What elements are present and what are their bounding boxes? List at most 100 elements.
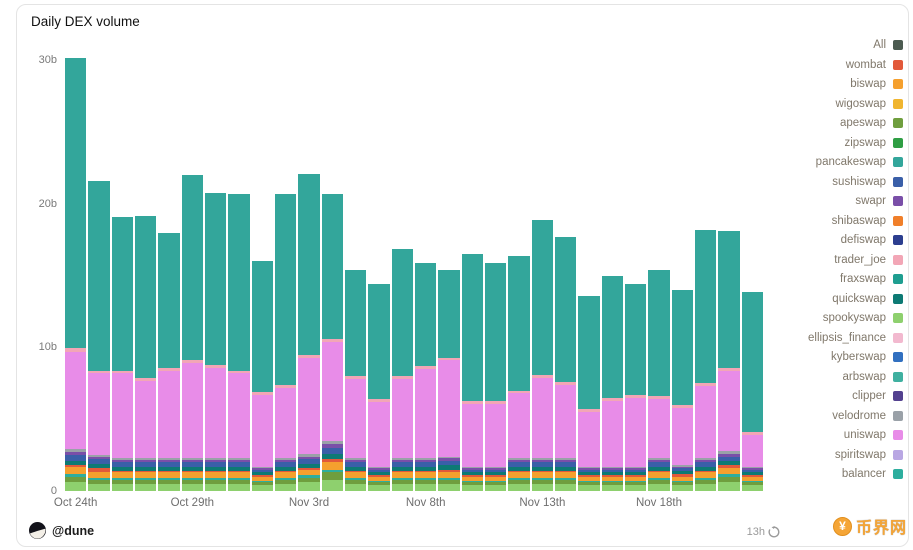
- bar[interactable]: [391, 248, 413, 491]
- bar-segment-balancer: [158, 478, 180, 480]
- bar[interactable]: [578, 295, 600, 491]
- bar-segment-uniswap: [648, 399, 670, 459]
- bar-segment-quickswap: [531, 466, 553, 471]
- bar[interactable]: [134, 215, 157, 491]
- bar-segment-uniswap: [368, 402, 390, 467]
- bar[interactable]: [438, 270, 460, 491]
- legend-item-spiritswap[interactable]: spiritswap: [835, 448, 903, 462]
- legend-swatch: [893, 215, 903, 226]
- legend-item-spookyswap[interactable]: spookyswap: [823, 311, 903, 325]
- bar-segment-spookyswap: [368, 485, 390, 491]
- bar-segment-apeswap: [461, 482, 483, 486]
- bar-segment-spookyswap: [508, 483, 530, 491]
- bar-segment-uniswap: [298, 357, 320, 454]
- legend-item-pancakeswap[interactable]: pancakeswap: [816, 155, 903, 169]
- bar-segment-biswap: [158, 472, 180, 479]
- dune-logo-icon: [29, 522, 46, 539]
- bar[interactable]: [741, 291, 763, 491]
- bar[interactable]: [648, 270, 670, 491]
- bar[interactable]: [461, 254, 483, 491]
- bar-segment-sushiswap: [508, 462, 530, 467]
- bar[interactable]: [694, 229, 717, 491]
- bar-segment-velodrome: [65, 449, 87, 453]
- dune-attribution[interactable]: @dune: [29, 522, 94, 539]
- bar[interactable]: [554, 237, 577, 491]
- bar-segment-trader_joe: [508, 390, 530, 394]
- legend-item-zipswap[interactable]: zipswap: [844, 136, 903, 150]
- bar[interactable]: [671, 290, 693, 491]
- bar-segment-velodrome: [274, 458, 297, 460]
- bar-segment-velodrome: [741, 466, 763, 469]
- bar-segment-uniswap: [228, 373, 250, 459]
- legend-label: balancer: [841, 468, 886, 480]
- bar[interactable]: [321, 193, 343, 491]
- bar[interactable]: [368, 284, 390, 491]
- legend-item-sushiswap[interactable]: sushiswap: [832, 175, 903, 189]
- bar-segment-swapr: [65, 452, 87, 456]
- bar-segment-balancer: [624, 480, 647, 483]
- legend-item-biswap[interactable]: biswap: [850, 77, 903, 91]
- bar-segment-trader_joe: [88, 370, 110, 374]
- bar-segment-apeswap: [111, 479, 133, 484]
- legend-item-kyberswap[interactable]: kyberswap: [831, 350, 903, 364]
- bar-segment-trader_joe: [601, 397, 623, 401]
- bar-segment-pancakeswap: [88, 181, 110, 371]
- legend-item-All[interactable]: All: [873, 38, 903, 52]
- bar-segment-trader_joe: [344, 376, 367, 380]
- bar[interactable]: [298, 173, 320, 491]
- bar-segment-velodrome: [648, 458, 670, 460]
- refresh-control[interactable]: 13h: [747, 526, 780, 538]
- bar-segment-balancer: [694, 478, 717, 480]
- legend-item-trader_joe[interactable]: trader_joe: [834, 253, 903, 267]
- legend-item-wombat[interactable]: wombat: [846, 58, 903, 72]
- bar[interactable]: [484, 262, 507, 491]
- bar[interactable]: [204, 192, 227, 491]
- bar[interactable]: [181, 175, 203, 491]
- bar-segment-trader_joe: [158, 367, 180, 371]
- bar-segment-swapr: [601, 468, 623, 470]
- legend-item-defiswap[interactable]: defiswap: [841, 233, 903, 247]
- bar[interactable]: [718, 231, 740, 491]
- refresh-timestamp: 13h: [746, 526, 765, 538]
- legend-item-fraxswap[interactable]: fraxswap: [840, 272, 903, 286]
- legend-item-arbswap[interactable]: arbswap: [843, 370, 903, 384]
- bar[interactable]: [531, 219, 553, 491]
- legend-item-apeswap[interactable]: apeswap: [840, 116, 903, 130]
- bar-segment-velodrome: [134, 458, 157, 460]
- bar-segment-biswap: [134, 472, 157, 479]
- bar-segment-velodrome: [438, 456, 460, 459]
- bar-segment-biswap: [601, 476, 623, 481]
- legend-item-quickswap[interactable]: quickswap: [832, 292, 903, 306]
- legend-item-swapr[interactable]: swapr: [855, 194, 903, 208]
- legend-item-ellipsis_finance[interactable]: ellipsis_finance: [808, 331, 903, 345]
- legend-item-wigoswap[interactable]: wigoswap: [836, 97, 903, 111]
- legend-label: biswap: [850, 78, 886, 90]
- bar[interactable]: [88, 181, 110, 491]
- bar[interactable]: [111, 216, 133, 491]
- bar[interactable]: [158, 232, 180, 491]
- bar-segment-apeswap: [484, 482, 507, 486]
- bar[interactable]: [601, 275, 623, 491]
- bar[interactable]: [274, 193, 297, 491]
- bar-segment-quickswap: [88, 463, 110, 469]
- bar-segment-wombat: [181, 470, 203, 473]
- legend-swatch: [893, 274, 903, 284]
- bar-segment-sushiswap: [321, 448, 343, 454]
- refresh-icon[interactable]: [768, 526, 780, 538]
- legend-item-balancer[interactable]: balancer: [842, 467, 903, 481]
- legend-item-velodrome[interactable]: velodrome: [832, 409, 903, 423]
- bar[interactable]: [65, 57, 87, 491]
- legend-item-clipper[interactable]: clipper: [852, 389, 903, 403]
- bar[interactable]: [228, 193, 250, 491]
- bar-segment-spookyswap: [601, 485, 623, 491]
- bar[interactable]: [624, 284, 647, 491]
- bar[interactable]: [344, 270, 367, 491]
- x-axis-tick: Oct 24th: [53, 497, 98, 509]
- legend-item-uniswap[interactable]: uniswap: [844, 428, 903, 442]
- bar[interactable]: [251, 261, 273, 491]
- bar-segment-pancakeswap: [601, 275, 623, 398]
- legend-item-shibaswap[interactable]: shibaswap: [832, 214, 903, 228]
- bar[interactable]: [414, 262, 437, 491]
- bar-segment-spookyswap: [671, 485, 693, 491]
- bar[interactable]: [508, 255, 530, 491]
